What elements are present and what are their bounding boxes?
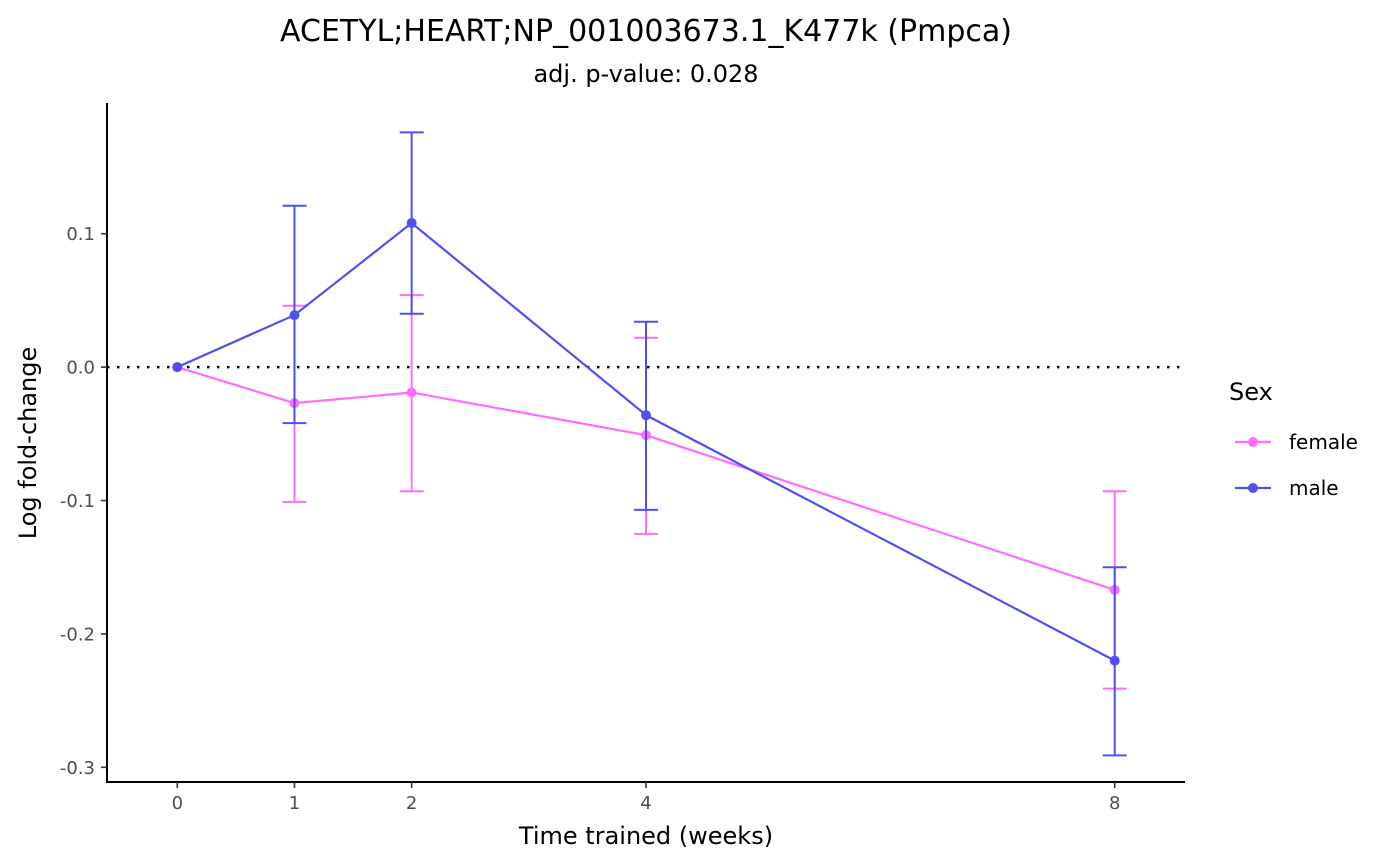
legend-key-point (1248, 437, 1258, 447)
y-tick-label: -0.3 (60, 758, 95, 779)
y-tick-label: -0.2 (60, 624, 95, 645)
y-tick-label: -0.1 (60, 491, 95, 512)
plot-area (107, 131, 1185, 757)
legend-title: Sex (1229, 378, 1273, 406)
legend-key-point (1248, 483, 1258, 493)
male-point (289, 310, 300, 321)
female-point (406, 387, 417, 398)
legend-label: female (1289, 430, 1358, 454)
male-point (641, 410, 651, 421)
y-tick-label: 0.1 (66, 224, 95, 245)
x-tick-label: 4 (640, 793, 651, 814)
x-tick-label: 1 (289, 793, 300, 814)
male-point (1109, 655, 1120, 666)
legend-item-male: male (1235, 476, 1339, 500)
y-axis-ticks: -0.3 -0.2 -0.1 0.0 0.1 (60, 224, 107, 779)
chart-title: ACETYL;HEART;NP_001003673.1_K477k (Pmpca… (280, 14, 1012, 49)
male-point (406, 218, 417, 229)
chart-subtitle: adj. p-value: 0.028 (533, 60, 758, 88)
y-tick-label: 0.0 (66, 358, 95, 379)
series-male (172, 131, 1127, 757)
legend-label: male (1289, 476, 1339, 500)
series-female (172, 294, 1127, 690)
x-tick-label: 2 (406, 793, 417, 814)
y-axis-title: Log fold-change (14, 347, 42, 540)
legend: Sex female male (1229, 378, 1358, 500)
legend-item-female: female (1235, 430, 1358, 454)
x-tick-label: 0 (172, 793, 183, 814)
x-axis-title: Time trained (weeks) (518, 822, 773, 850)
male-point (172, 362, 183, 373)
x-tick-label: 8 (1109, 793, 1120, 814)
x-axis-ticks: 0 1 2 4 8 (172, 782, 1120, 814)
